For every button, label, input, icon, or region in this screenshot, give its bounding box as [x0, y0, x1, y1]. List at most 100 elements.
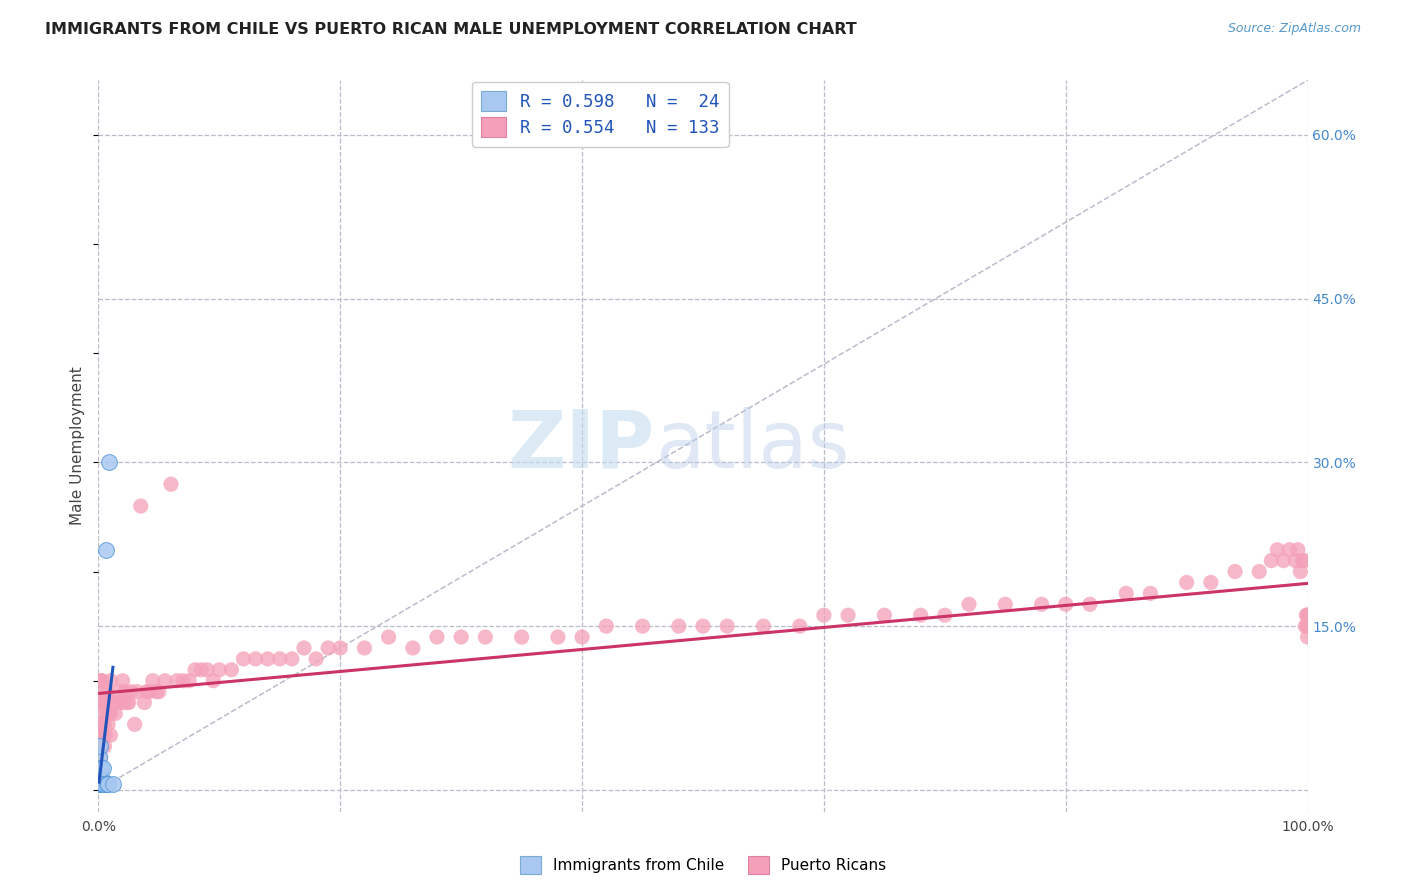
Point [111, 696, 134, 710]
Point [1296, 608, 1319, 623]
Point [202, 673, 225, 688]
Point [994, 597, 1017, 611]
Point [94, 706, 117, 721]
Point [1031, 597, 1053, 611]
Point [91, 728, 114, 742]
Point [1272, 554, 1295, 568]
Point [91, 777, 114, 791]
Point [91, 673, 114, 688]
Point [668, 619, 690, 633]
Point [91, 739, 114, 754]
Point [1175, 575, 1198, 590]
Point [91, 772, 114, 786]
Point [89, 777, 111, 791]
Point [1296, 619, 1319, 633]
Point [108, 696, 131, 710]
Point [510, 630, 533, 644]
Point [595, 619, 617, 633]
Point [93, 777, 115, 791]
Point [208, 663, 231, 677]
Point [145, 684, 167, 698]
Point [90, 750, 112, 764]
Point [90, 777, 112, 791]
Point [103, 696, 125, 710]
Point [1249, 565, 1271, 579]
Text: atlas: atlas [655, 407, 849, 485]
Text: Source: ZipAtlas.com: Source: ZipAtlas.com [1227, 22, 1361, 36]
Point [292, 640, 315, 655]
Point [547, 630, 569, 644]
Point [1296, 630, 1319, 644]
Point [91, 696, 114, 710]
Point [142, 673, 165, 688]
Point [1199, 575, 1222, 590]
Point [305, 652, 328, 666]
Point [1278, 542, 1301, 557]
Point [93, 684, 115, 698]
Point [426, 630, 449, 644]
Point [107, 696, 129, 710]
Point [87, 777, 110, 791]
Point [100, 706, 122, 721]
Point [89, 728, 111, 742]
Point [89, 696, 111, 710]
Point [97, 717, 120, 731]
Point [1296, 619, 1319, 633]
Point [1139, 586, 1161, 600]
Legend: Immigrants from Chile, Puerto Ricans: Immigrants from Chile, Puerto Ricans [513, 850, 893, 880]
Point [90, 673, 112, 688]
Point [329, 640, 352, 655]
Point [89, 761, 111, 775]
Point [94, 728, 117, 742]
Point [104, 706, 127, 721]
Point [813, 608, 835, 623]
Point [90, 777, 112, 791]
Y-axis label: Male Unemployment: Male Unemployment [70, 367, 86, 525]
Point [316, 640, 339, 655]
Point [184, 663, 207, 677]
Point [1260, 554, 1282, 568]
Point [90, 717, 112, 731]
Point [269, 652, 291, 666]
Point [1054, 597, 1077, 611]
Point [148, 684, 170, 698]
Point [1294, 619, 1316, 633]
Point [1284, 554, 1306, 568]
Point [1292, 554, 1315, 568]
Point [873, 608, 896, 623]
Point [190, 663, 212, 677]
Point [87, 761, 110, 775]
Point [1296, 608, 1319, 623]
Point [631, 619, 654, 633]
Point [752, 619, 775, 633]
Point [135, 684, 157, 698]
Point [179, 673, 201, 688]
Point [232, 652, 254, 666]
Point [118, 696, 141, 710]
Point [134, 696, 156, 710]
Point [90, 696, 112, 710]
Point [89, 777, 111, 791]
Point [124, 717, 146, 731]
Point [89, 777, 111, 791]
Point [100, 728, 122, 742]
Point [160, 477, 183, 491]
Text: ZIP: ZIP [508, 407, 655, 485]
Point [91, 777, 114, 791]
Point [1078, 597, 1101, 611]
Point [89, 772, 111, 786]
Point [166, 673, 188, 688]
Point [221, 663, 243, 677]
Point [97, 777, 120, 791]
Point [377, 630, 399, 644]
Point [138, 684, 160, 698]
Point [789, 619, 811, 633]
Point [1296, 619, 1319, 633]
Point [692, 619, 714, 633]
Point [101, 777, 124, 791]
Point [1296, 619, 1319, 633]
Point [89, 772, 111, 786]
Point [934, 608, 956, 623]
Point [91, 696, 114, 710]
Point [105, 696, 128, 710]
